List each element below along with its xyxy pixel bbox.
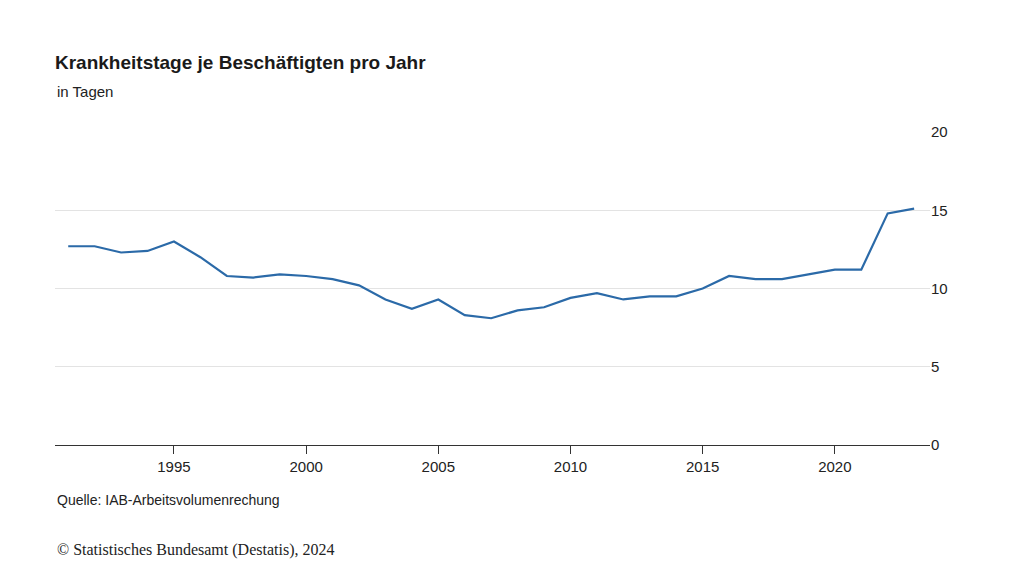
svg-text:© Statistisches Bundesamt (Des: © Statistisches Bundesamt (Destatis), 20… bbox=[57, 541, 334, 559]
svg-text:2020: 2020 bbox=[818, 458, 851, 475]
svg-text:2010: 2010 bbox=[554, 458, 587, 475]
svg-text:10: 10 bbox=[931, 280, 948, 297]
svg-text:2015: 2015 bbox=[686, 458, 719, 475]
svg-text:Krankheitstage je Beschäftigte: Krankheitstage je Beschäftigten pro Jahr bbox=[55, 52, 426, 73]
svg-text:20: 20 bbox=[931, 123, 948, 140]
svg-text:15: 15 bbox=[931, 202, 948, 219]
svg-text:2005: 2005 bbox=[422, 458, 455, 475]
svg-text:1995: 1995 bbox=[157, 458, 190, 475]
svg-text:in Tagen: in Tagen bbox=[57, 83, 113, 100]
svg-text:0: 0 bbox=[931, 436, 939, 453]
svg-text:2000: 2000 bbox=[289, 458, 322, 475]
svg-text:Quelle: IAB-Arbeitsvolumenrech: Quelle: IAB-Arbeitsvolumenrechung bbox=[57, 492, 280, 508]
svg-text:5: 5 bbox=[931, 358, 939, 375]
